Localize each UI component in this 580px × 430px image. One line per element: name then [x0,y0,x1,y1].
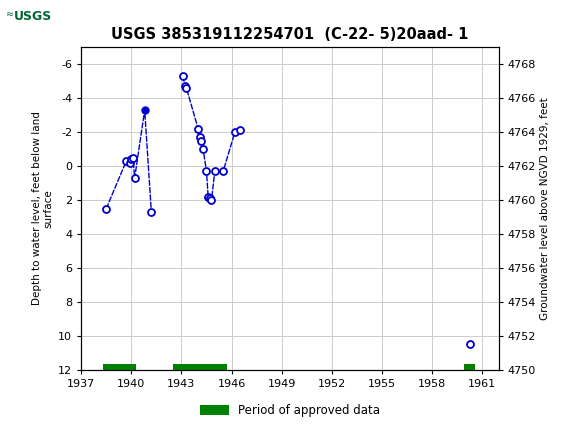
Y-axis label: Groundwater level above NGVD 1929, feet: Groundwater level above NGVD 1929, feet [541,97,550,320]
Title: USGS 385319112254701  (C-22- 5)20aad- 1: USGS 385319112254701 (C-22- 5)20aad- 1 [111,27,469,42]
Y-axis label: Depth to water level, feet below land
surface: Depth to water level, feet below land su… [32,112,54,305]
Legend: Period of approved data: Period of approved data [195,399,385,422]
Bar [3,3,61,30]
Text: ≈: ≈ [6,9,14,19]
Text: USGS: USGS [14,9,52,23]
